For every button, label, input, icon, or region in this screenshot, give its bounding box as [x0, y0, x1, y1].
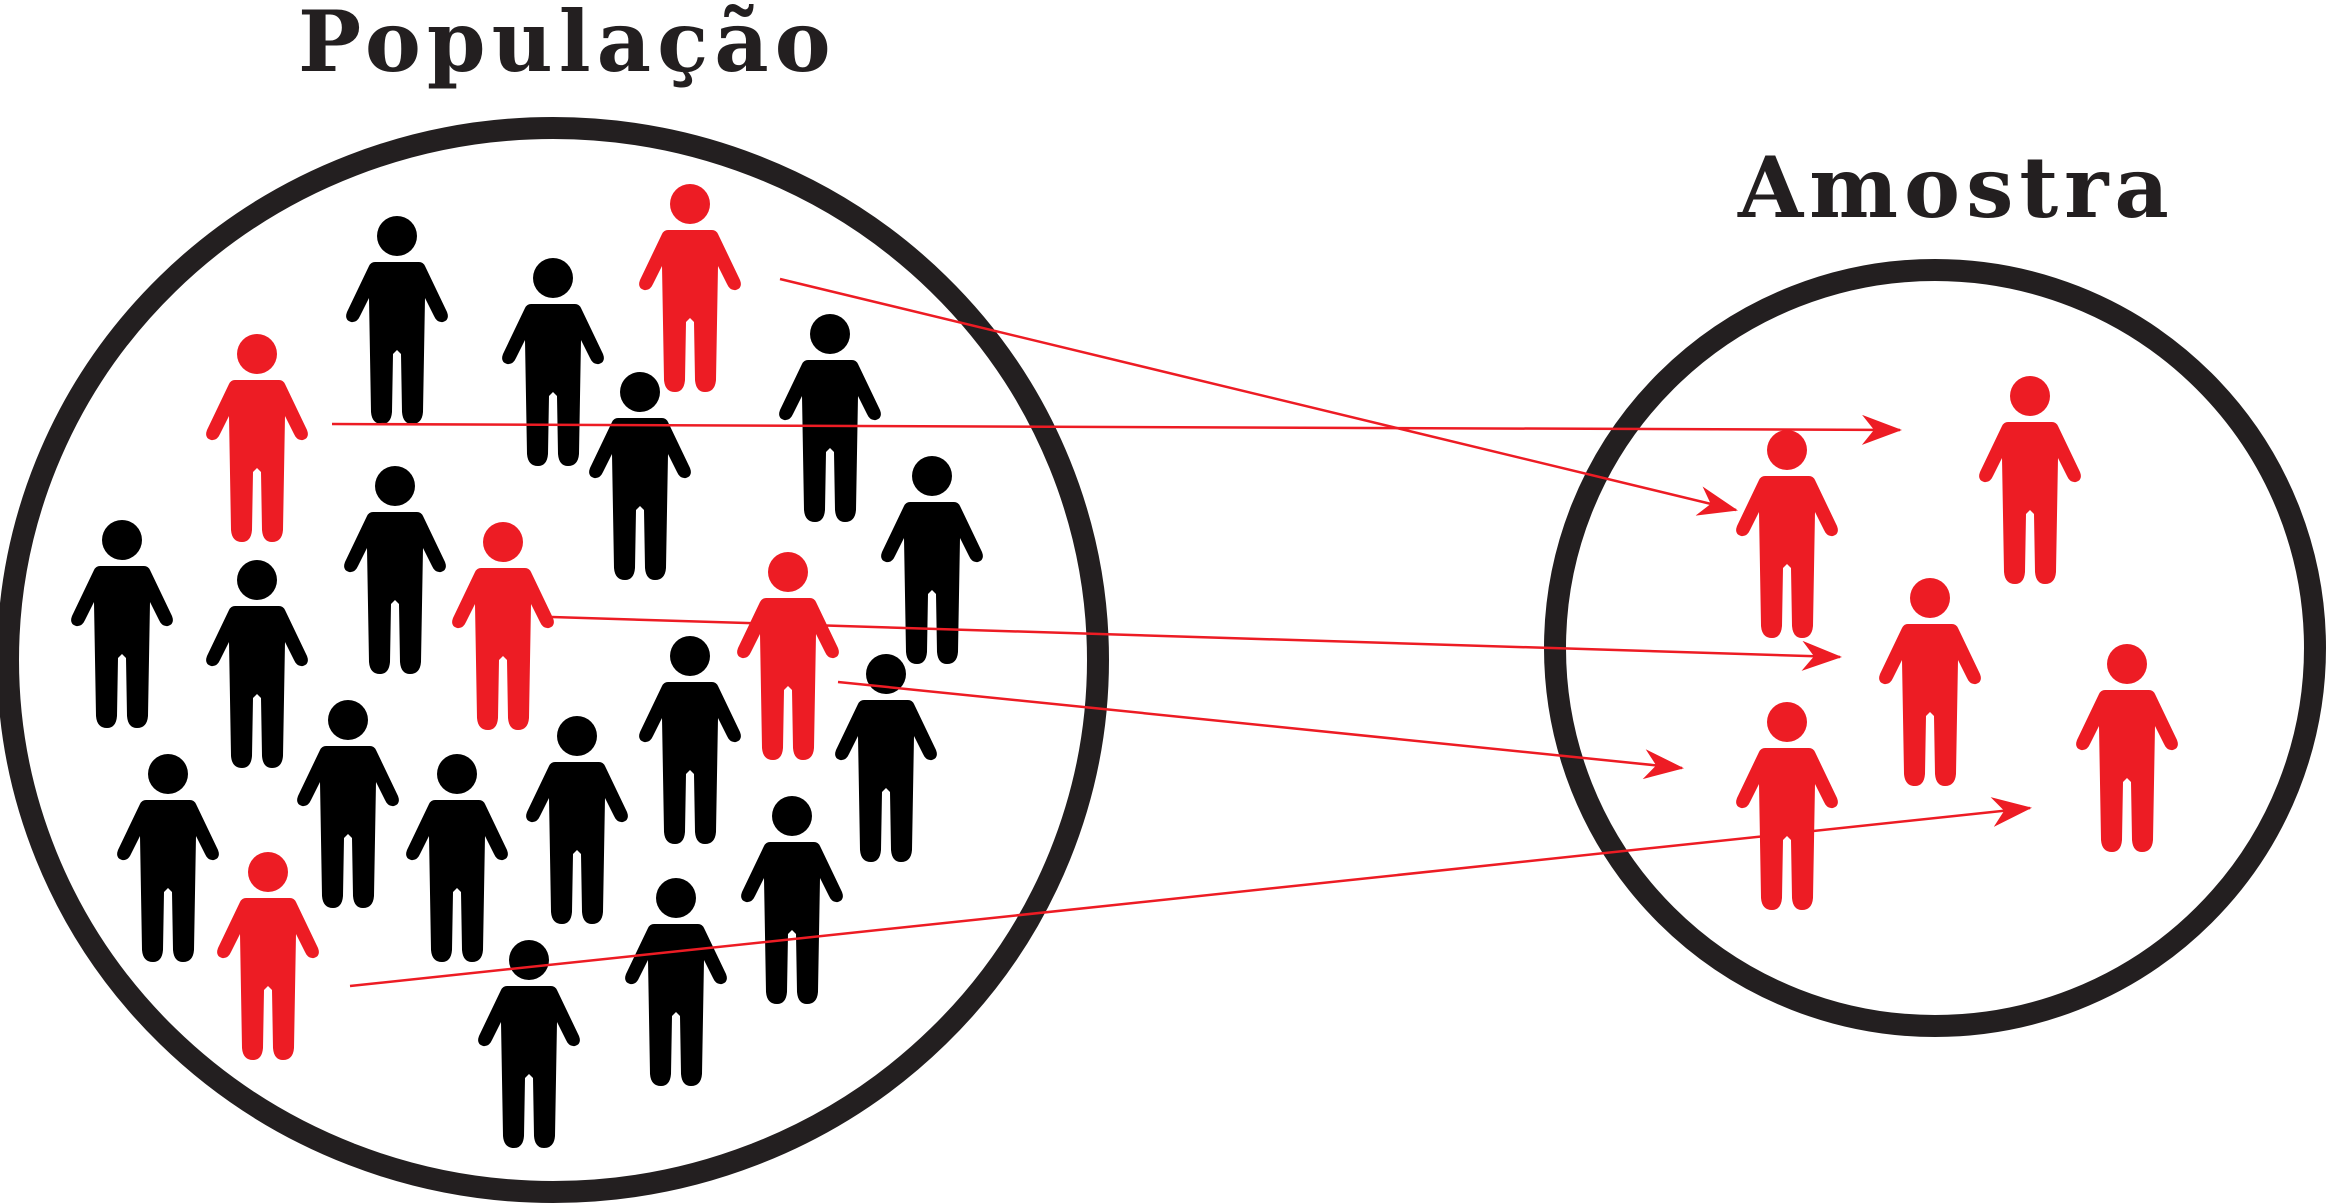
person-icon: [881, 456, 983, 664]
sample-title: Amostra: [1738, 138, 2175, 237]
arrow-icon: [551, 615, 1842, 671]
person-icon-selected: [206, 334, 308, 542]
person-icon: [502, 258, 604, 466]
person-icon-selected: [1879, 578, 1981, 786]
person-icon-selected: [1736, 702, 1838, 910]
person-icon-selected: [1979, 376, 2081, 584]
population-circle: [0, 117, 1109, 1203]
person-icon-selected: [737, 552, 839, 760]
person-icon: [625, 878, 727, 1086]
person-icon: [779, 314, 881, 522]
arrow-icon: [349, 797, 2032, 988]
arrow-icon: [331, 414, 1902, 445]
person-icon: [589, 372, 691, 580]
person-icon: [406, 754, 508, 962]
person-icon-selected: [639, 184, 741, 392]
person-icon-selected: [2076, 644, 2178, 852]
person-icon: [741, 796, 843, 1004]
person-icon: [639, 636, 741, 844]
person-icon: [526, 716, 628, 924]
person-icon: [297, 700, 399, 908]
sample-people: [1736, 376, 2178, 910]
person-icon: [206, 560, 308, 768]
person-icon-selected: [217, 852, 319, 1060]
arrow-icon: [779, 277, 1738, 516]
person-icon: [346, 216, 448, 424]
person-icon: [344, 466, 446, 674]
population-people: [71, 184, 983, 1148]
person-icon-selected: [1736, 430, 1838, 638]
person-icon-selected: [452, 522, 554, 730]
arrow-icon: [837, 680, 1684, 780]
sampling-arrows: [331, 277, 2032, 988]
population-title: População: [298, 0, 837, 91]
person-icon: [117, 754, 219, 962]
person-icon: [835, 654, 937, 862]
person-icon: [71, 520, 173, 728]
